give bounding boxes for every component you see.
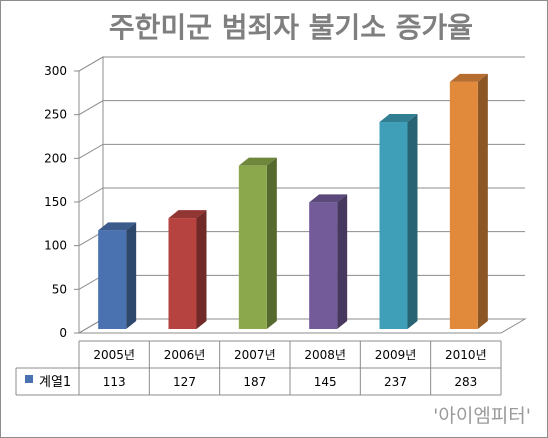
legend-swatch (25, 375, 33, 383)
bar-side (407, 114, 418, 330)
data-label: 113 (103, 375, 126, 389)
bar-side (337, 194, 348, 329)
bar-top (379, 114, 418, 123)
x-tick-label: 2008년 (304, 348, 346, 362)
bar-side (126, 222, 137, 329)
data-label: 127 (173, 375, 196, 389)
x-tick-label: 2006년 (164, 348, 206, 362)
bar-front (309, 202, 338, 329)
gridline (78, 56, 525, 72)
bar-front (168, 218, 197, 329)
y-tick-label: 0 (59, 326, 67, 340)
legend-entry: 계열1 (39, 375, 71, 390)
bar-top (309, 194, 348, 203)
bar-top (449, 73, 488, 82)
bar-side (477, 73, 488, 329)
y-tick-label: 250 (44, 108, 67, 122)
bar-front (449, 81, 478, 329)
bar-top (238, 157, 277, 166)
bar (309, 194, 348, 329)
chart-title: 주한미군 범죄자 불기소 증가율 (109, 11, 473, 44)
x-tick-label: 2005년 (93, 348, 135, 362)
y-tick-label: 200 (44, 151, 67, 165)
y-tick-label: 300 (44, 64, 67, 78)
bar-front (379, 122, 408, 330)
x-tick-label: 2010년 (445, 348, 487, 362)
bar (449, 73, 488, 329)
bar-top (98, 222, 137, 231)
gridline (78, 100, 525, 116)
bar (168, 210, 207, 329)
data-label: 237 (384, 375, 407, 389)
data-label: 187 (243, 375, 266, 389)
bar (98, 222, 137, 329)
y-tick-label: 150 (44, 195, 67, 209)
data-label: 283 (454, 375, 477, 389)
bar-top (168, 210, 207, 219)
bar-front (238, 165, 267, 329)
bar (238, 157, 277, 329)
data-label: 145 (314, 375, 337, 389)
x-tick-label: 2009년 (375, 348, 417, 362)
bar (379, 114, 418, 330)
bar-front (98, 230, 127, 329)
x-tick-label: 2007년 (234, 348, 276, 362)
y-tick-label: 50 (52, 282, 67, 296)
bar-side (266, 157, 277, 329)
watermark: '아이엠피터' (433, 405, 531, 427)
bar-side (196, 210, 207, 329)
y-tick-label: 100 (44, 239, 67, 253)
